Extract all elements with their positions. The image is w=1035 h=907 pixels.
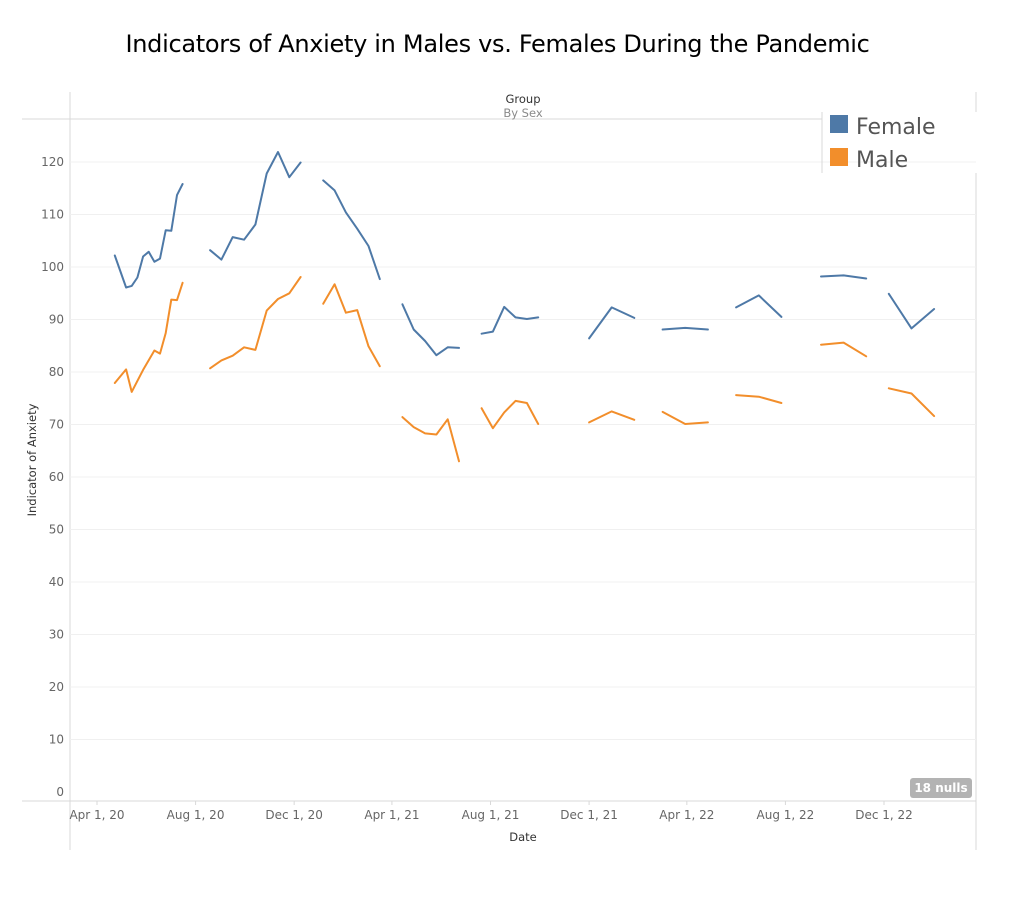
series-line-male[interactable]: [480, 399, 540, 430]
x-tick-label: Aug 1, 20: [167, 808, 225, 822]
column-header-title: Group: [505, 92, 540, 106]
y-axis-ticks: 0 10 20 30 40 50 60 70 80 90 100 110 120: [41, 155, 64, 799]
legend-label-male: Male: [856, 148, 908, 173]
x-tick-label: Dec 1, 20: [265, 808, 323, 822]
series-female[interactable]: [113, 151, 936, 357]
x-tick-label: Apr 1, 21: [364, 808, 419, 822]
series-line-male[interactable]: [401, 416, 460, 463]
series-line-female[interactable]: [820, 274, 868, 280]
y-tick-label: 10: [49, 733, 64, 747]
legend-label-female: Female: [856, 115, 936, 140]
x-tick-label: Apr 1, 20: [69, 808, 124, 822]
series-line-male[interactable]: [209, 276, 302, 370]
y-tick-label: 50: [49, 523, 64, 537]
series-lines: [113, 151, 936, 463]
series-line-male[interactable]: [113, 281, 184, 393]
series-line-female[interactable]: [480, 305, 540, 335]
y-tick-label: 20: [49, 680, 64, 694]
series-line-female[interactable]: [113, 183, 184, 289]
series-line-female[interactable]: [661, 326, 709, 331]
y-tick-label: 100: [41, 260, 64, 274]
series-line-male[interactable]: [887, 387, 936, 418]
x-tick-label: Aug 1, 22: [757, 808, 815, 822]
series-line-female[interactable]: [735, 294, 783, 318]
legend[interactable]: Female Male: [821, 112, 936, 173]
y-tick-label: 120: [41, 155, 64, 169]
y-tick-label: 0: [56, 785, 64, 799]
series-line-female[interactable]: [401, 303, 460, 357]
series-line-female[interactable]: [322, 179, 381, 281]
y-tick-label: 40: [49, 575, 64, 589]
series-line-male[interactable]: [661, 410, 709, 425]
x-axis-title: Date: [509, 830, 537, 844]
series-line-female[interactable]: [887, 292, 936, 330]
chart-frame: [22, 92, 977, 850]
y-tick-label: 110: [41, 208, 64, 222]
gridlines: [70, 161, 976, 740]
y-axis-title: Indicator of Anxiety: [25, 403, 39, 516]
chart-title: Indicators of Anxiety in Males vs. Femal…: [125, 30, 870, 58]
x-tick-label: Aug 1, 21: [462, 808, 520, 822]
column-header-subtitle: By Sex: [503, 106, 543, 120]
y-tick-label: 30: [49, 628, 64, 642]
y-tick-label: 60: [49, 470, 64, 484]
nulls-badge[interactable]: 18 nulls: [910, 778, 972, 798]
x-axis-ticks: Apr 1, 20 Aug 1, 20 Dec 1, 20 Apr 1, 21 Aug …: [69, 801, 913, 822]
series-line-female[interactable]: [588, 306, 636, 340]
series-line-female[interactable]: [209, 151, 302, 261]
y-tick-label: 80: [49, 365, 64, 379]
series-line-male[interactable]: [322, 283, 381, 368]
legend-swatch-female: [830, 115, 848, 133]
nulls-badge-label: 18 nulls: [914, 781, 967, 795]
x-tick-label: Apr 1, 22: [659, 808, 714, 822]
y-tick-label: 70: [49, 418, 64, 432]
x-tick-label: Dec 1, 22: [855, 808, 913, 822]
series-line-male[interactable]: [588, 410, 636, 424]
series-line-male[interactable]: [735, 394, 783, 404]
x-tick-label: Dec 1, 21: [560, 808, 618, 822]
y-tick-label: 90: [49, 313, 64, 327]
series-male[interactable]: [113, 276, 936, 463]
series-line-male[interactable]: [820, 341, 868, 358]
legend-swatch-male: [830, 148, 848, 166]
